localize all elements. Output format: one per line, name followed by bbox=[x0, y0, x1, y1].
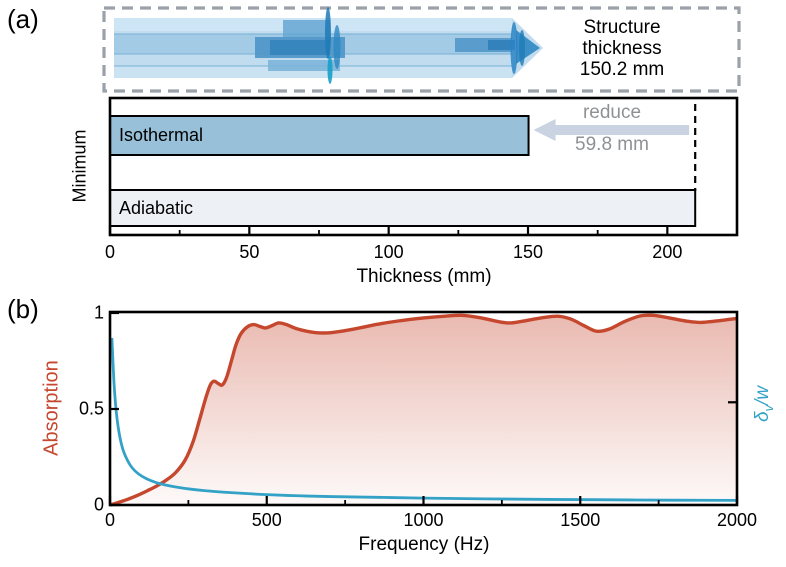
inset-caption-line2: thickness bbox=[582, 38, 662, 59]
panel-b-xtick-2000: 2000 bbox=[716, 510, 758, 530]
panel-a-xtick-200: 200 bbox=[652, 242, 683, 262]
panel-b-left-axis-label: Absorption bbox=[40, 360, 63, 456]
inset-caption: Structure thickness 150.2 mm bbox=[537, 17, 707, 80]
panel-b-xtick-500: 500 bbox=[251, 510, 282, 530]
panel-b-label: (b) bbox=[7, 294, 39, 324]
delta-subscript: v bbox=[760, 404, 776, 412]
reduce-annotation-line2: 59.8 mm bbox=[575, 134, 649, 155]
panel-b-xtick-1000: 1000 bbox=[403, 510, 444, 530]
reduce-arrow bbox=[533, 119, 690, 141]
inset-caption-line1: Structure bbox=[583, 17, 661, 38]
panel-a-frame bbox=[108, 96, 739, 237]
panel-b-xtick-1500: 1500 bbox=[560, 510, 601, 530]
panel-b-ytick-0.5: 0.5 bbox=[78, 398, 104, 419]
reduce-annotation-line1: reduce bbox=[582, 102, 642, 123]
panel-a-xtick-50: 50 bbox=[239, 242, 260, 262]
boundary-layer-curve bbox=[110, 337, 738, 502]
panel-a-x-axis-label: Thickness (mm) bbox=[356, 266, 492, 287]
delta-symbol: δ bbox=[752, 411, 774, 423]
bar-label-isothermal: Isothermal bbox=[119, 125, 204, 145]
inset-dashed-box bbox=[102, 6, 741, 93]
absorption-fill bbox=[110, 315, 737, 505]
panel-b-right-axis-label: δv/w bbox=[752, 386, 776, 422]
panel-a-xtick-0: 0 bbox=[104, 242, 116, 262]
over-w: /w bbox=[752, 385, 774, 405]
panel-a-label: (a) bbox=[7, 4, 39, 34]
panel-b-ytick-1: 1 bbox=[93, 302, 104, 323]
bar-adiabatic bbox=[109, 189, 697, 227]
bar-label-adiabatic: Adiabatic bbox=[119, 198, 194, 218]
inset-caption-line3: 150.2 mm bbox=[579, 59, 665, 80]
panel-a-xtick-100: 100 bbox=[373, 242, 404, 262]
panel-b-ytick-0: 0 bbox=[93, 494, 104, 515]
panel-a-xtick-150: 150 bbox=[512, 242, 544, 262]
structure-rendering bbox=[114, 7, 543, 84]
panel-a-y-axis-label: Minimum bbox=[69, 129, 90, 203]
panel-b-xtick-0: 0 bbox=[104, 510, 116, 530]
panel-b-x-axis-label: Frequency (Hz) bbox=[358, 534, 490, 555]
absorption-curve bbox=[109, 313, 738, 507]
